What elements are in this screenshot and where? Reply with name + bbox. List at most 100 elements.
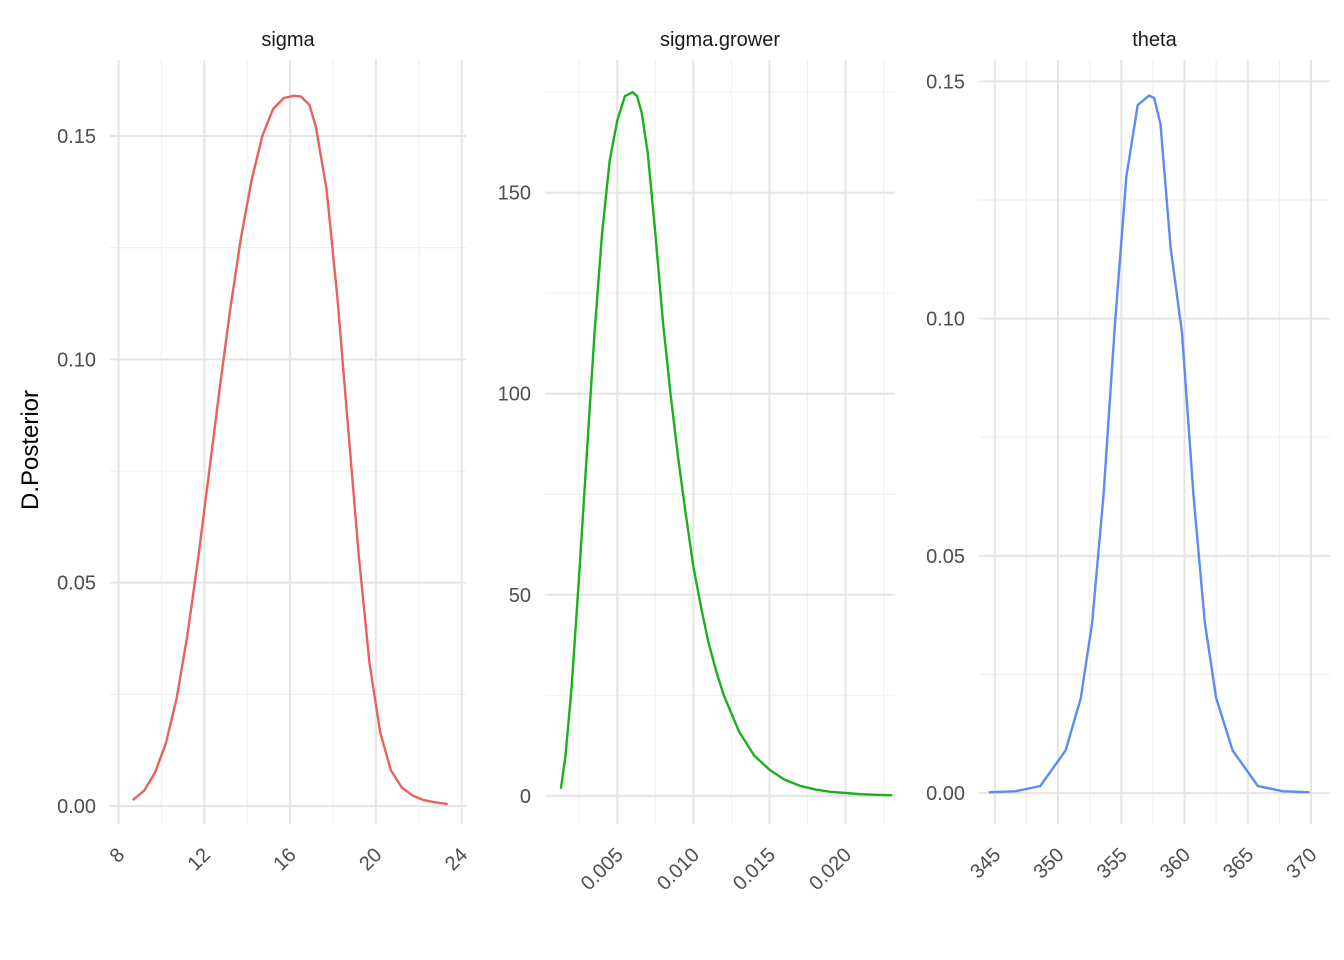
data-point xyxy=(186,635,188,637)
data-point xyxy=(411,794,413,796)
data-point xyxy=(240,238,242,240)
data-point xyxy=(624,95,626,97)
data-point xyxy=(890,794,892,796)
y-tick-label: 0.00 xyxy=(926,783,965,805)
data-point xyxy=(400,786,402,788)
data-point xyxy=(570,686,572,688)
y-tick-label: 100 xyxy=(498,384,531,406)
data-point xyxy=(229,309,231,311)
data-point xyxy=(616,119,618,121)
data-point xyxy=(989,791,991,793)
data-point xyxy=(1307,791,1309,793)
x-tick-label: 355 xyxy=(1093,844,1132,883)
data-point xyxy=(1215,697,1217,699)
data-point xyxy=(662,320,664,322)
data-point xyxy=(601,232,603,234)
x-tick-label: 0.010 xyxy=(653,844,704,895)
data-point xyxy=(636,95,638,97)
x-tick-label: 350 xyxy=(1029,844,1068,883)
data-point xyxy=(143,789,145,791)
data-point xyxy=(829,791,831,793)
y-tick-label: 0.15 xyxy=(57,126,96,148)
data-point xyxy=(1148,94,1150,96)
x-tick-label: 370 xyxy=(1282,844,1321,883)
data-point xyxy=(1080,697,1082,699)
y-tick-label: 0.05 xyxy=(926,546,965,568)
data-point xyxy=(560,787,562,789)
data-point xyxy=(1159,123,1161,125)
data-point xyxy=(608,159,610,161)
data-point xyxy=(677,457,679,459)
data-point xyxy=(175,698,177,700)
data-point xyxy=(768,769,770,771)
data-point xyxy=(631,91,633,93)
data-point xyxy=(1282,790,1284,792)
data-point xyxy=(336,296,338,298)
data-point xyxy=(1231,749,1233,751)
data-point xyxy=(860,793,862,795)
data-point xyxy=(308,103,310,105)
data-point xyxy=(753,754,755,756)
y-tick-label: 0 xyxy=(520,786,531,808)
data-point xyxy=(1137,104,1139,106)
data-point xyxy=(875,794,877,796)
data-point xyxy=(218,389,220,391)
data-point xyxy=(1039,785,1041,787)
data-point xyxy=(1204,621,1206,623)
data-point xyxy=(197,559,199,561)
data-point xyxy=(578,573,580,575)
data-point xyxy=(300,95,302,97)
x-tick-label: 0.020 xyxy=(805,844,856,895)
density-curve-sigma xyxy=(132,94,448,806)
data-point xyxy=(647,151,649,153)
x-tick-label: 0.015 xyxy=(729,844,780,895)
data-point xyxy=(783,779,785,781)
data-point xyxy=(723,694,725,696)
x-tick-label: 360 xyxy=(1156,844,1195,883)
data-point xyxy=(272,108,274,110)
data-point xyxy=(1014,790,1016,792)
data-point xyxy=(700,606,702,608)
data-point xyxy=(593,332,595,334)
panel-title: sigma.grower xyxy=(660,29,780,51)
data-point xyxy=(1091,621,1093,623)
panel-theta: theta 0.00 0.05 0.10 0.15 345 350 355 360 365 370 xyxy=(926,29,1330,883)
x-tick-label: 20 xyxy=(355,844,386,875)
data-point xyxy=(1169,246,1171,248)
data-point xyxy=(250,179,252,181)
y-tick-label: 50 xyxy=(509,585,531,607)
data-point xyxy=(1192,493,1194,495)
data-point xyxy=(707,642,709,644)
data-point xyxy=(390,769,392,771)
y-axis-title: D.Posterior xyxy=(17,390,44,510)
panel-sigma-grower: sigma.grower 0 50 100 150 0.005 0.010 0.015 0.02… xyxy=(498,29,895,895)
y-tick-label: 0.00 xyxy=(57,796,96,818)
data-point xyxy=(814,788,816,790)
data-point xyxy=(358,555,360,557)
data-point xyxy=(844,792,846,794)
data-point xyxy=(1257,785,1259,787)
data-point xyxy=(315,126,317,128)
data-point xyxy=(1181,332,1183,334)
x-tick-label: 0.005 xyxy=(577,844,628,895)
data-point xyxy=(799,785,801,787)
x-tick-label: 12 xyxy=(184,844,215,875)
y-tick-label: 0.05 xyxy=(57,573,96,595)
data-point xyxy=(283,97,285,99)
data-point xyxy=(715,670,717,672)
data-point xyxy=(640,111,642,113)
y-tick-label: 150 xyxy=(498,183,531,205)
data-point xyxy=(654,232,656,234)
data-point xyxy=(685,513,687,515)
panel-title: theta xyxy=(1132,29,1177,51)
data-point xyxy=(692,565,694,567)
data-point xyxy=(132,798,134,800)
data-point xyxy=(261,135,263,137)
data-point xyxy=(422,799,424,801)
data-point xyxy=(1064,749,1066,751)
data-point xyxy=(347,425,349,427)
density-curve-sigma-grower xyxy=(559,91,893,797)
data-point xyxy=(564,754,566,756)
data-point xyxy=(1125,175,1127,177)
x-tick-label: 24 xyxy=(441,844,472,875)
